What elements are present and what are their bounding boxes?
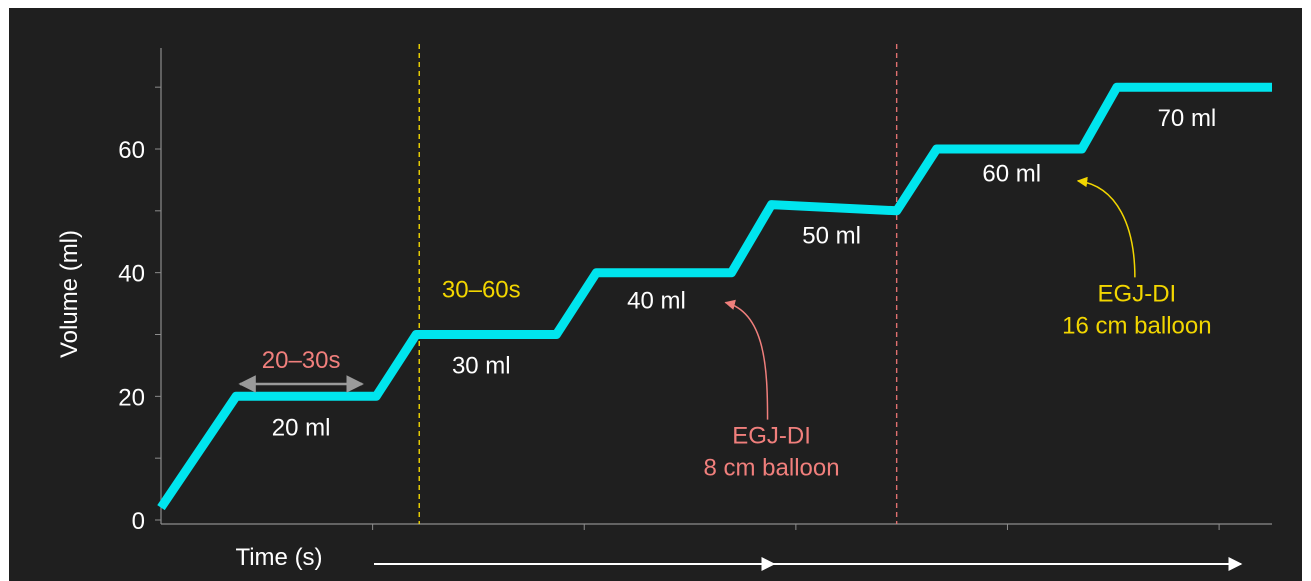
chart-svg: 0 20 40 60 Volume (ml) Time (s) 20 ml 30 ml 40 … bbox=[56, 44, 1273, 571]
y-tick-label: 40 bbox=[118, 261, 145, 288]
step-label: 20 ml bbox=[272, 414, 331, 441]
step-label: 70 ml bbox=[1158, 105, 1217, 132]
axes: 0 20 40 60 Volume (ml) Time (s) bbox=[56, 48, 1272, 571]
annotations-group: 20–30s 30–60s EGJ-DI 8 cm balloon EGJ-DI 16 c… bbox=[238, 176, 1212, 482]
step-label: 50 ml bbox=[802, 223, 861, 250]
interval-label-30-60s: 30–60s bbox=[442, 276, 521, 303]
egj-di-8-line2: 8 cm balloon bbox=[704, 455, 840, 482]
egj-di-16-line1: EGJ-DI bbox=[1098, 280, 1177, 307]
step-label: 30 ml bbox=[452, 352, 511, 379]
chart-frame: 0 20 40 60 Volume (ml) Time (s) 20 ml 30 ml 40 … bbox=[9, 8, 1302, 581]
y-axis-label: Volume (ml) bbox=[56, 230, 83, 358]
egj-di-16-arrow bbox=[1076, 176, 1136, 278]
vertical-guide-lines bbox=[418, 44, 898, 524]
x-axis-label: Time (s) bbox=[235, 544, 322, 571]
y-tick-label: 60 bbox=[118, 137, 145, 164]
egj-di-8-arrow bbox=[724, 299, 769, 420]
egj-di-8-line1: EGJ-DI bbox=[732, 423, 811, 450]
step-label: 60 ml bbox=[982, 161, 1041, 188]
labels-group: 20 ml 30 ml 40 ml 50 ml 60 ml 70 ml bbox=[272, 105, 1216, 441]
egj-di-16-line2: 16 cm balloon bbox=[1062, 312, 1211, 339]
y-tick-label: 0 bbox=[132, 508, 145, 535]
y-tick-label: 20 bbox=[118, 384, 145, 411]
interval-label-20-30s: 20–30s bbox=[262, 347, 341, 374]
step-label: 40 ml bbox=[627, 287, 686, 314]
series-group bbox=[157, 82, 1273, 511]
